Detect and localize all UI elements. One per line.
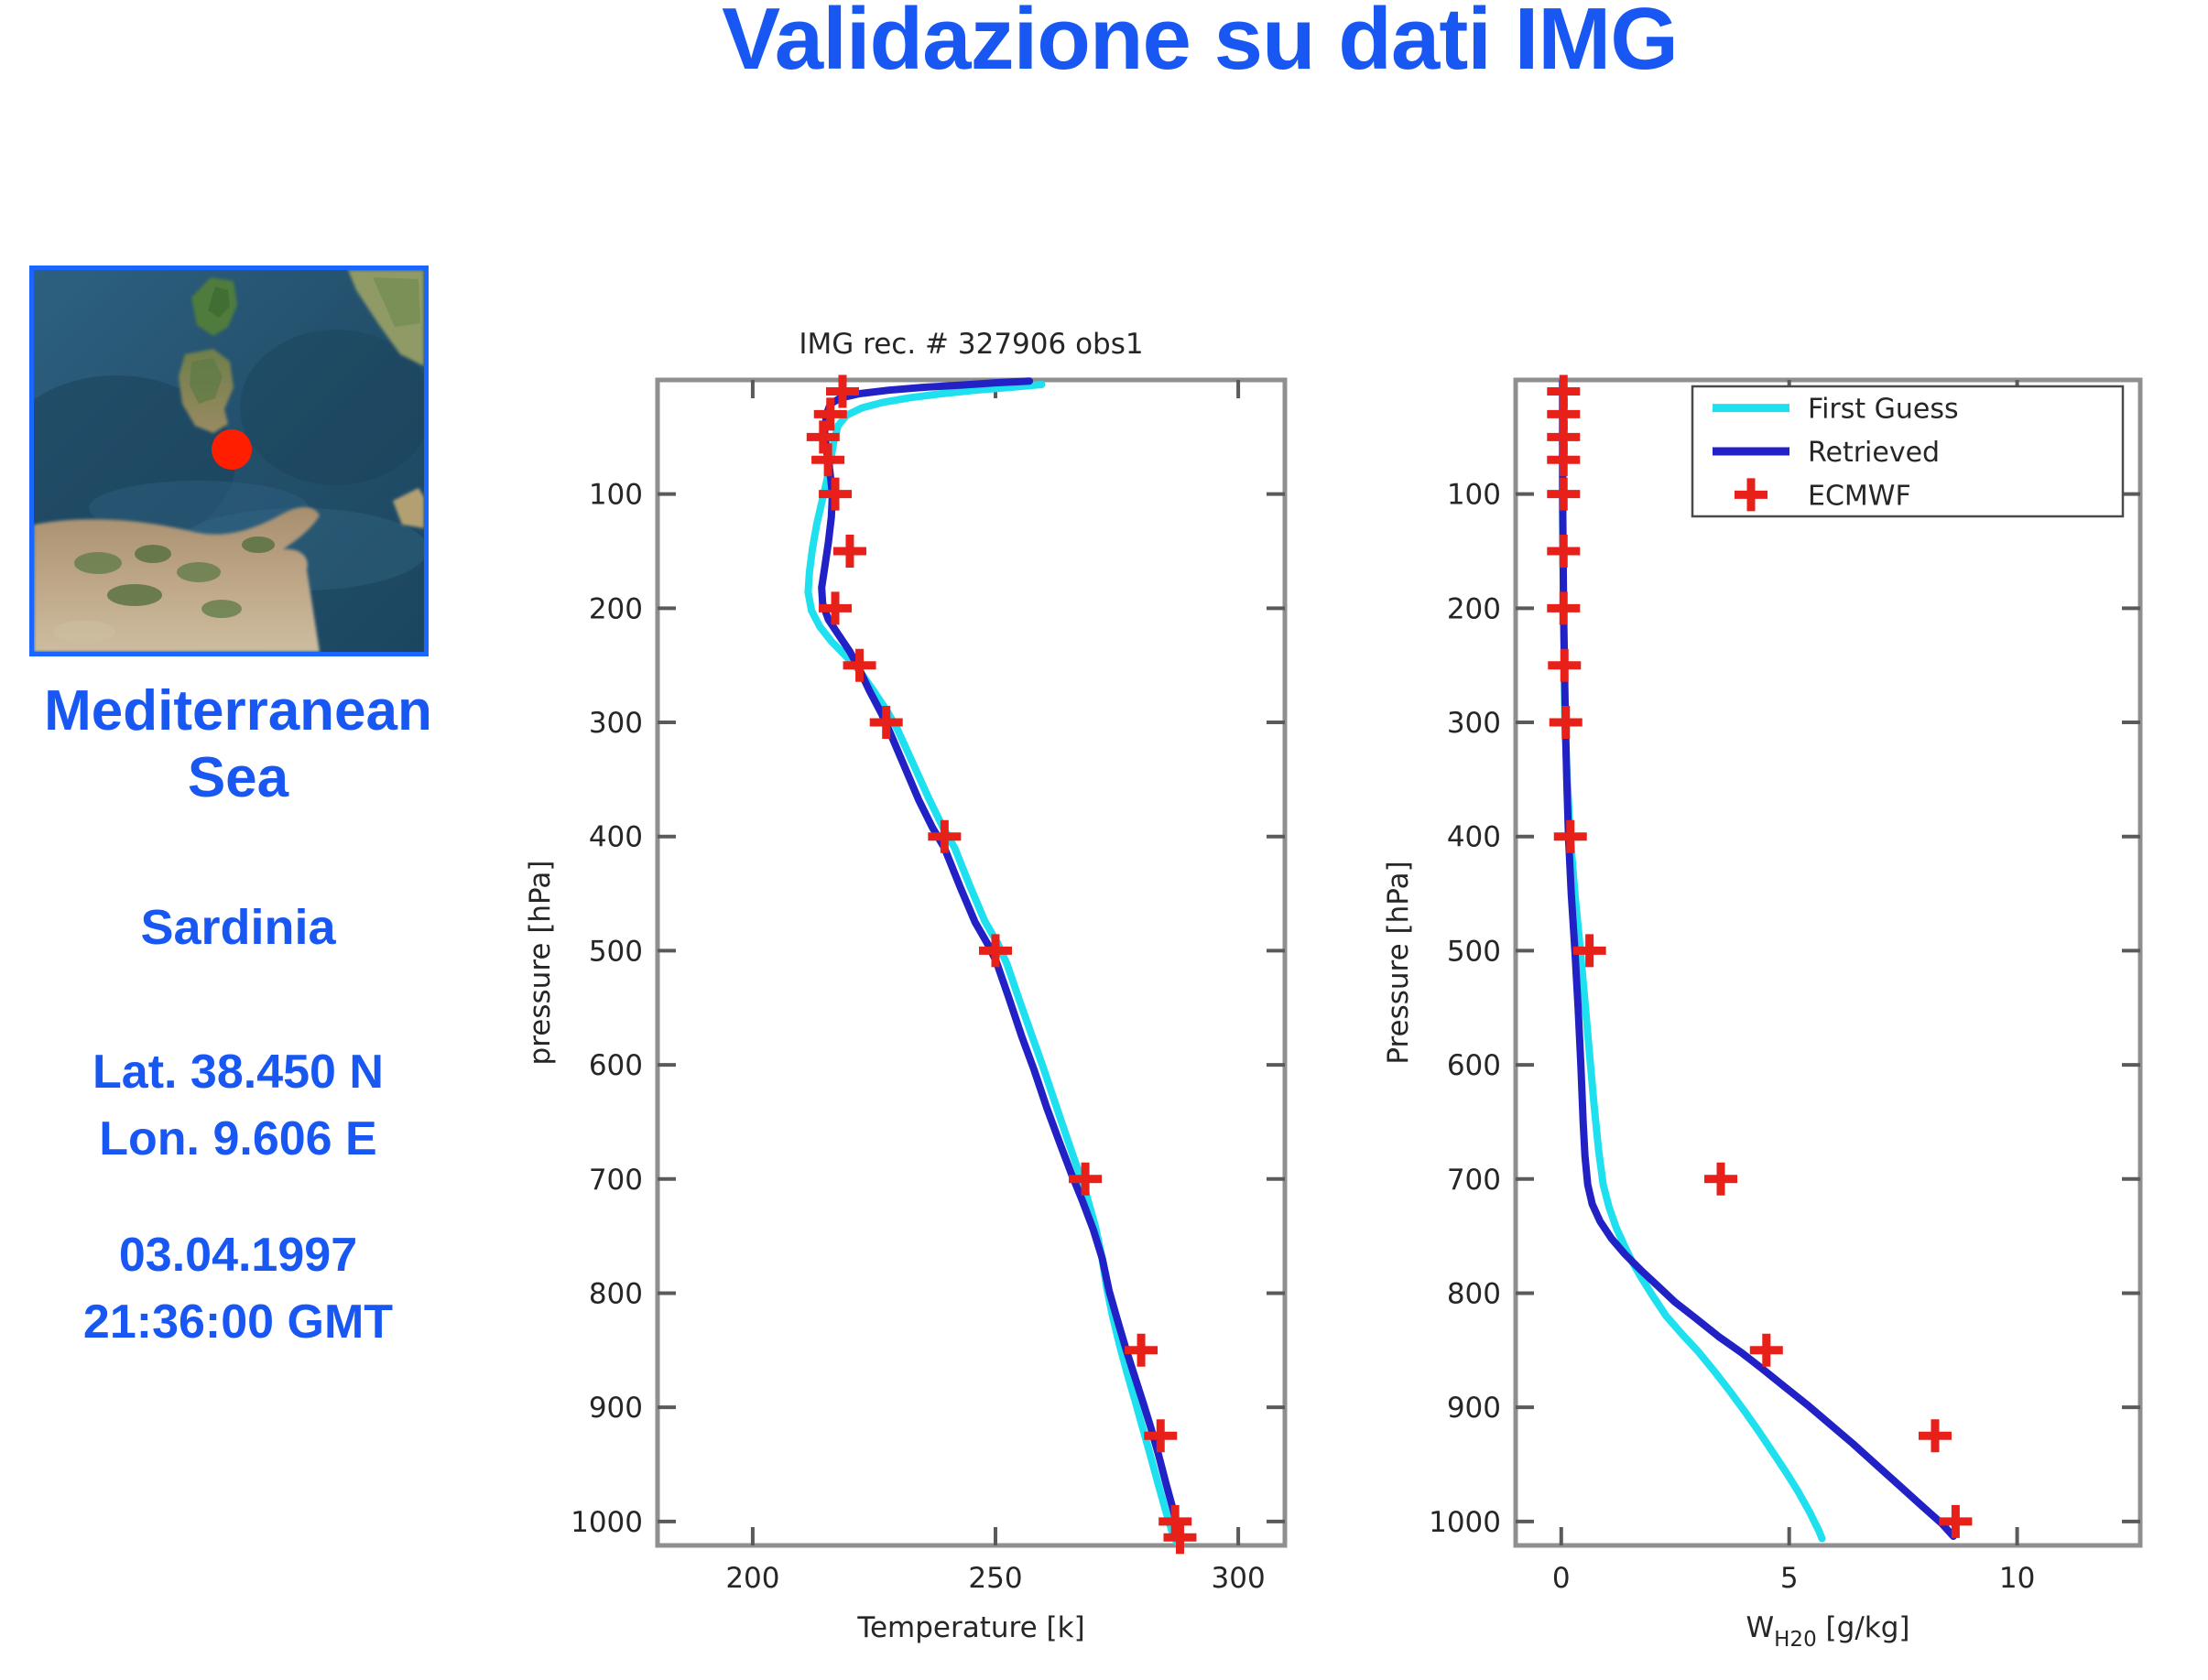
y-tick-label: 600 [589,1049,643,1082]
location-marker-dot [212,429,252,470]
y-tick-label: 400 [1447,821,1501,854]
location-map [29,266,429,656]
x-tick-label: 200 [725,1562,779,1595]
x-tick-label: 300 [1212,1562,1266,1595]
y-tick-label: 800 [1447,1277,1501,1310]
y-tick-label: 300 [1447,707,1501,740]
y-tick-label: 900 [1447,1392,1501,1425]
y-tick-label: 500 [1447,935,1501,968]
y-tick-label: 300 [589,707,643,740]
y-tick-label: 1000 [571,1506,643,1539]
y-tick-label: 100 [589,479,643,512]
x-tick-label: 0 [1552,1562,1571,1595]
datetime-label: 03.04.1997 21:36:00 GMT [0,1222,476,1356]
y-tick-label: 400 [589,821,643,854]
axes: 200 250 300 100 200 300 400 500 600 700 800 900 1000… [524,328,1288,1644]
y-tick-label: 600 [1447,1049,1501,1082]
y-tick-label: 200 [1447,592,1501,625]
page-title: Validazione su dati IMG [722,0,1679,88]
map-island-sicily [393,488,424,528]
markers-ecmwf [806,374,1197,1555]
y-tick-label: 200 [589,592,643,625]
date-value: 03.04.1997 [118,1229,358,1282]
x-axis-label: Temperature [k] [856,1611,1084,1644]
x-tick-label: 10 [1999,1562,2035,1595]
region-line1: Mediterranean [44,679,432,742]
legend: First Guess Retrieved ECMWF [1691,385,2125,518]
axes: 0 5 10 100 200 300 400 500 600 700 800 900 1000 Press… [1382,377,2143,1648]
humidity-profile-chart: 0 5 10 100 200 300 400 500 600 700 800 900 1000 Press… [1382,374,2143,1648]
legend-label: Retrieved [1808,437,1940,469]
y-tick-label: 800 [589,1277,643,1310]
coordinates-label: Lat. 38.450 N Lon. 9.606 E [0,1039,476,1173]
longitude-value: Lon. 9.606 E [99,1111,377,1165]
region-label: Mediterranean Sea [0,677,476,811]
region-line2: Sea [187,746,289,810]
latitude-value: Lat. 38.450 N [92,1046,384,1099]
time-value: 21:36:00 GMT [82,1295,394,1349]
y-axis-label: pressure [hPa] [524,861,557,1066]
legend-label: ECMWF [1808,480,1911,512]
x-tick-label: 250 [968,1562,1022,1595]
x-axis-label: WH20 [g/kg] [1746,1611,1909,1648]
legend-label: First Guess [1808,394,1959,426]
island-label: Sardinia [140,900,336,955]
satellite-map-image [34,270,424,652]
y-tick-label: 700 [589,1164,643,1197]
x-tick-label: 5 [1780,1562,1799,1595]
series-first-guess [1559,377,1826,1543]
y-tick-label: 700 [1447,1164,1501,1197]
markers-ecmwf [1547,374,1973,1538]
y-tick-label: 1000 [1429,1506,1501,1539]
chart-title: IMG rec. # 327906 obs1 [799,328,1143,361]
y-tick-label: 900 [589,1392,643,1425]
series-retrieved [1559,377,1957,1540]
y-tick-label: 500 [589,935,643,968]
y-tick-label: 100 [1447,479,1501,512]
temperature-profile-chart: 200 250 300 100 200 300 400 500 600 700 800 900 1000… [524,328,1288,1644]
y-axis-label: Pressure [hPa] [1382,861,1415,1064]
